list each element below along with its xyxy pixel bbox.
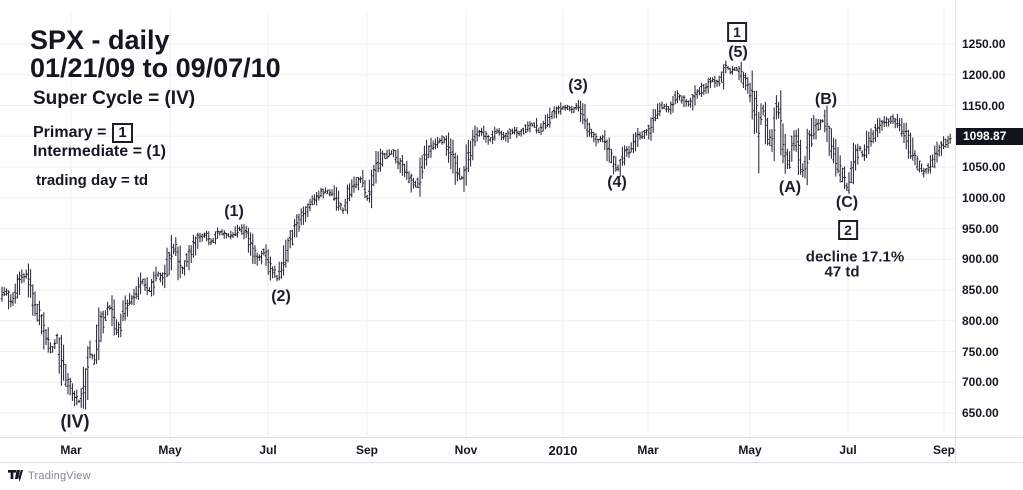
chart-legend: SPX - daily 01/21/09 to 09/07/10 Super C…	[30, 25, 281, 190]
wave-label: (4)	[607, 174, 627, 191]
wave-label-boxed: 2	[838, 220, 858, 240]
tradingview-logo[interactable]: TradingView	[8, 470, 91, 482]
x-axis-tick-label: Nov	[454, 443, 478, 457]
x-axis-tick-label: Mar	[637, 443, 659, 457]
x-axis-tick-label: Sep	[355, 443, 378, 457]
last-price-tag: 1098.87	[956, 128, 1023, 146]
wave-label: (5)	[728, 44, 748, 61]
y-axis-label: 1150.00	[962, 98, 1005, 113]
price-bars-series	[0, 60, 952, 410]
date-range: 01/21/09 to 09/07/10	[30, 53, 281, 84]
super-cycle-label: Super Cycle = (IV)	[33, 88, 196, 110]
y-axis-label: 650.00	[962, 406, 999, 420]
wave-label-boxed: 1	[727, 22, 747, 42]
x-axis-tick-label: May	[738, 443, 762, 457]
y-axis-label: 950.00	[962, 221, 999, 236]
x-axis-tick-label: Mar	[60, 443, 82, 457]
primary-wave-label: Primary = 1	[33, 123, 281, 143]
x-axis-tick-label: Jul	[259, 443, 277, 457]
wave-label: (1)	[224, 203, 244, 220]
wave-label: (2)	[271, 288, 291, 305]
x-axis-tick-label: Sep	[932, 443, 955, 457]
tradingview-brand-text: TradingView	[28, 470, 91, 482]
symbol-title: SPX - daily	[30, 25, 170, 55]
wave-label: (IV)	[60, 411, 90, 432]
y-axis-label: 700.00	[962, 375, 999, 390]
tradingview-icon	[8, 470, 23, 482]
wave-label: (B)	[814, 91, 838, 108]
y-axis-label: 1250.00	[962, 37, 1006, 51]
y-axis-label: 800.00	[962, 313, 999, 328]
wave-label: (C)	[835, 194, 859, 211]
x-axis-tick-label: Jul	[839, 443, 857, 457]
y-axis-label: 1050.00	[962, 160, 1006, 174]
trading-day-note: trading day = td	[36, 172, 149, 190]
primary-wave-text: Primary =	[33, 124, 107, 142]
y-axis-label: 750.00	[962, 344, 999, 359]
x-axis-tick-label: May	[158, 443, 182, 457]
y-axis-label: 850.00	[962, 283, 999, 297]
wave-label: 47 td	[824, 263, 860, 281]
grid-lines	[0, 10, 955, 437]
wave-label: (A)	[778, 179, 802, 196]
x-axis-tick-label: 2010	[548, 443, 578, 458]
wave-label: decline 17.1%	[805, 248, 905, 266]
y-axis-label: 1200.00	[962, 67, 1006, 82]
intermediate-wave-label: Intermediate = (1)	[33, 142, 166, 160]
y-axis-label: 900.00	[962, 252, 999, 267]
primary-wave-boxed-value: 1	[112, 123, 133, 143]
axis-border-lines	[0, 0, 1023, 463]
y-axis-label: 1000.00	[962, 190, 1006, 205]
wave-label: (3)	[568, 77, 588, 94]
